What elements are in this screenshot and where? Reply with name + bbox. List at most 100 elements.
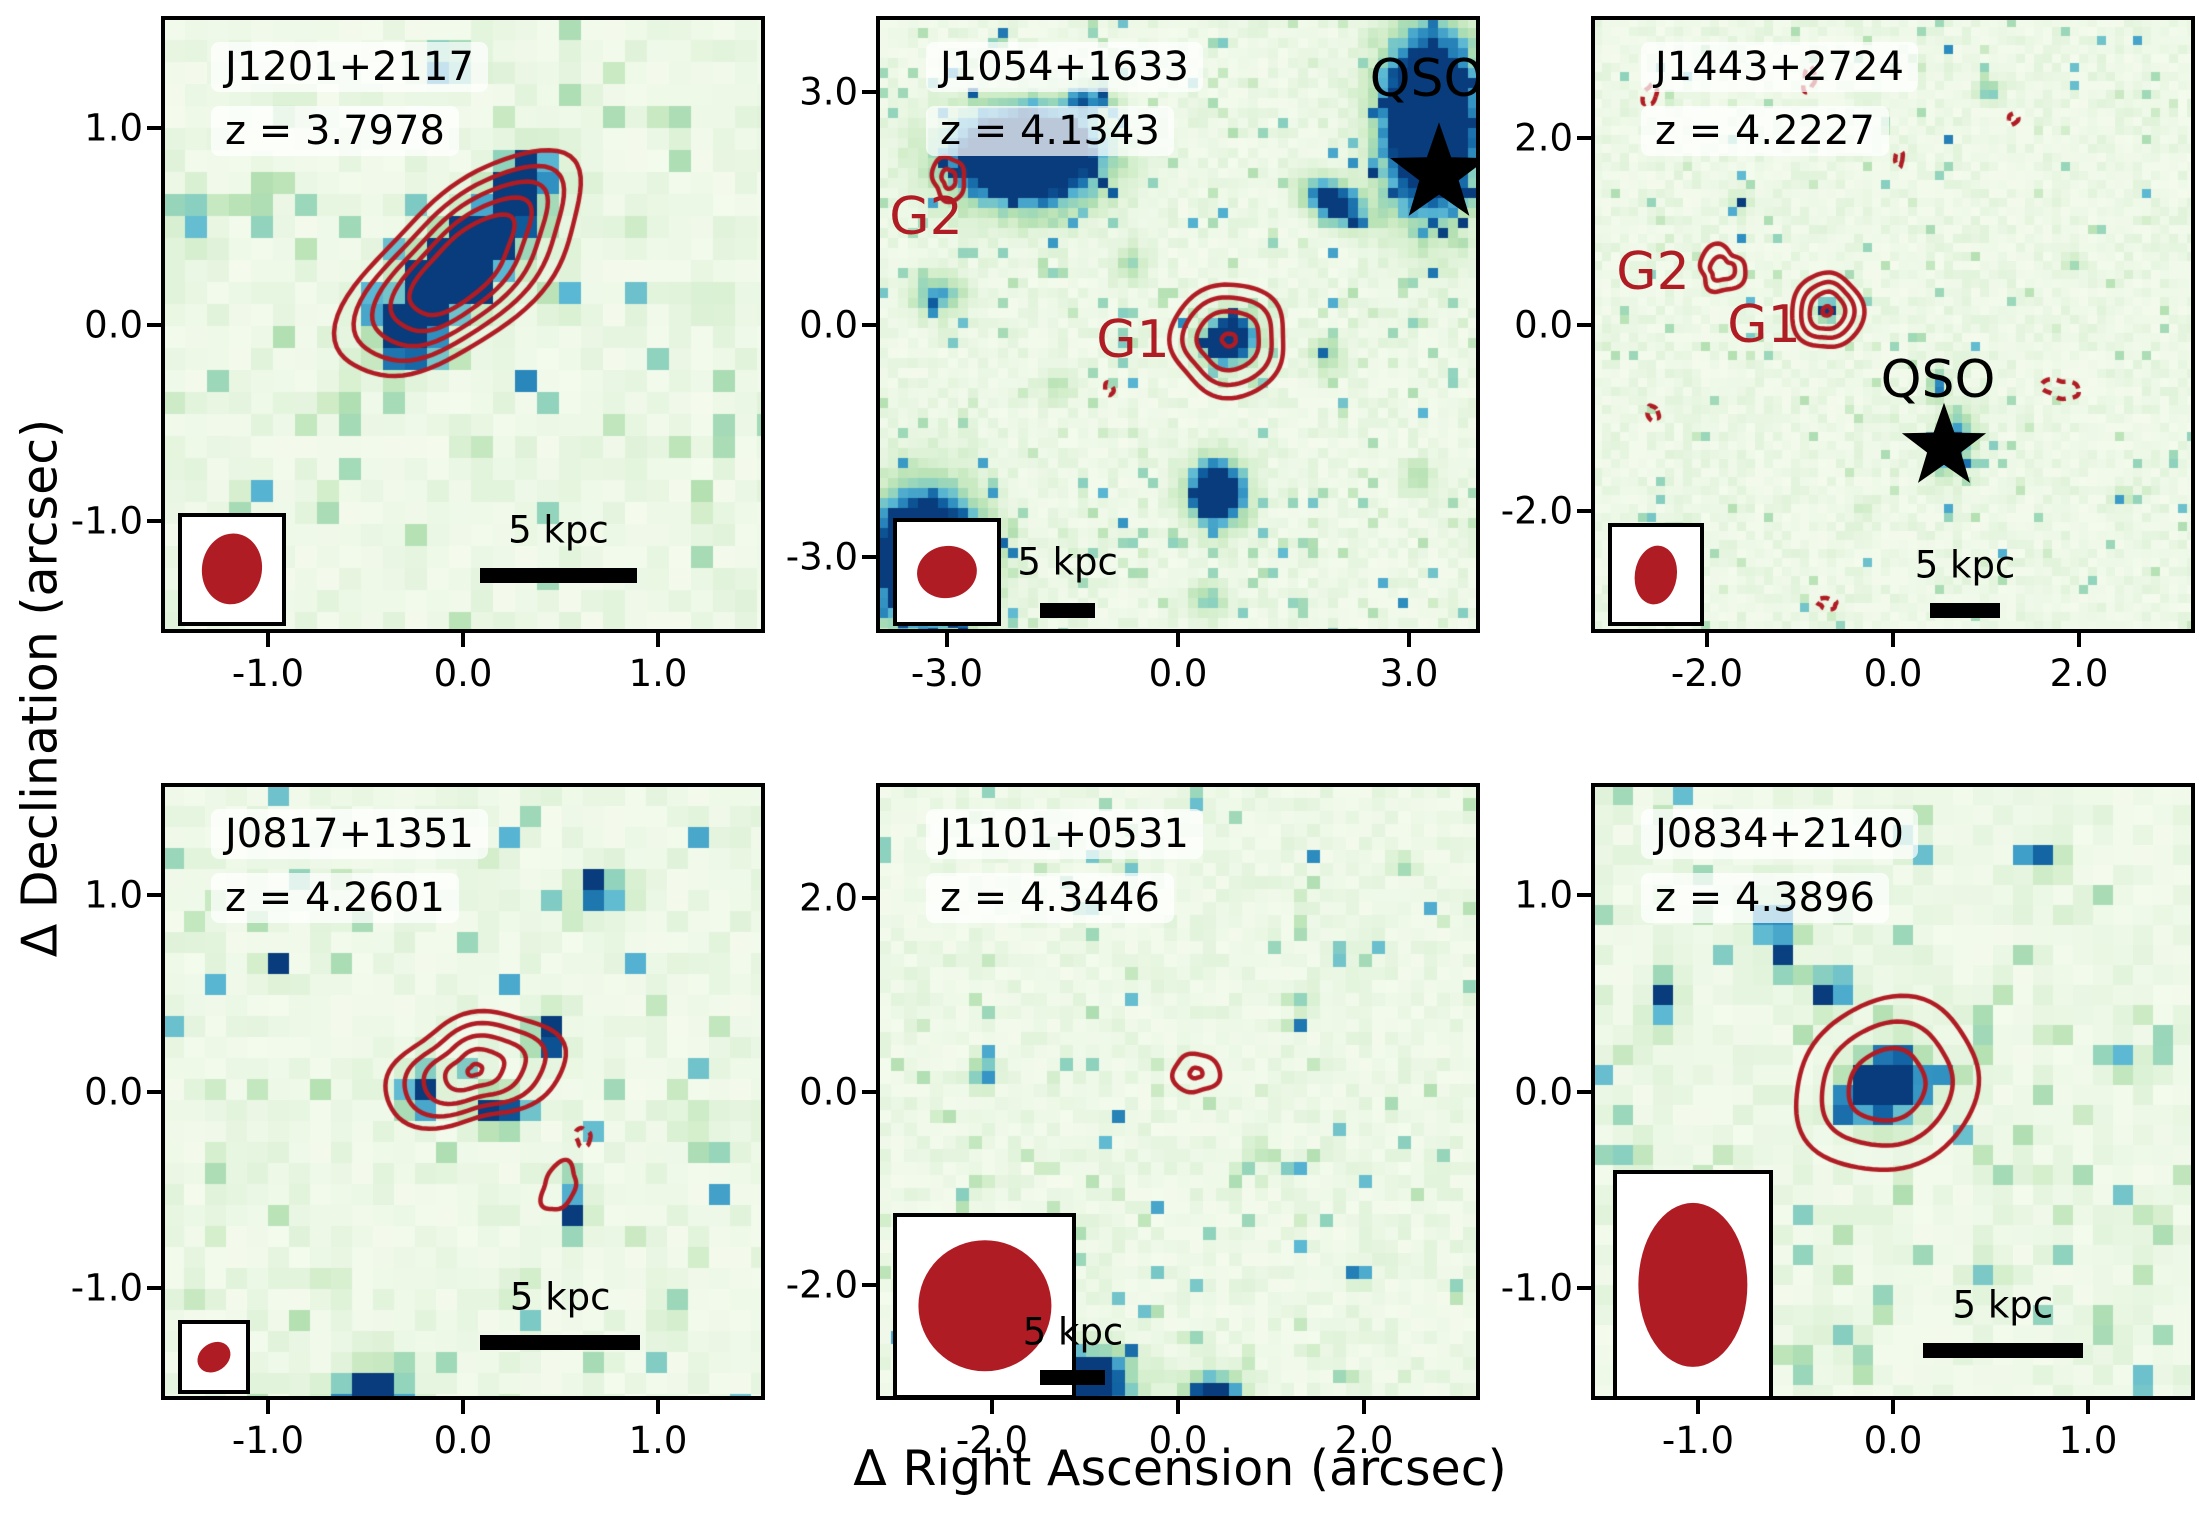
panel-redshift: z = 4.3896 <box>1641 873 1889 923</box>
y-axis-tick <box>1577 509 1591 514</box>
qso-star-marker <box>1383 118 1478 230</box>
scale-bar-label: 5 kpc <box>509 1275 611 1319</box>
y-tick-label: 0.0 <box>799 1070 858 1113</box>
y-axis-tick <box>862 1282 876 1287</box>
annotation-g2: G2 <box>1616 242 1690 303</box>
beam-inset-box <box>1608 523 1705 627</box>
x-axis-tick <box>1705 633 1709 647</box>
scale-bar-label: 5 kpc <box>1952 1283 2054 1327</box>
x-tick-label: 2.0 <box>2049 652 2109 695</box>
beam-ellipse <box>191 1335 237 1379</box>
scale-bar-label: 5 kpc <box>1914 543 2016 587</box>
x-axis-tick <box>461 1400 465 1414</box>
x-axis-tick <box>1891 1400 1895 1414</box>
x-tick-label: -2.0 <box>955 1419 1029 1462</box>
x-axis-tick <box>1362 1400 1366 1414</box>
x-tick-label: -1.0 <box>1661 1419 1735 1462</box>
panel-j1101-0531: J1101+0531 z = 4.3446 5 kpc -2.0 0.0 2.0 2.… <box>786 783 1480 1462</box>
map-area: J0817+1351 z = 4.2601 5 kpc <box>163 785 763 1398</box>
map-area: J1201+2117 z = 3.7978 5 kpc <box>163 18 763 631</box>
x-tick-label: 1.0 <box>628 652 688 695</box>
map-area: J1101+0531 z = 4.3446 5 kpc <box>878 785 1478 1398</box>
panel-title: J0817+1351 <box>211 809 488 859</box>
scale-bar-label: 5 kpc <box>1022 1310 1124 1354</box>
x-tick-label: 0.0 <box>1863 1419 1923 1462</box>
x-tick-label: 1.0 <box>2058 1419 2118 1462</box>
x-tick-label: -1.0 <box>231 1419 305 1462</box>
y-axis-tick <box>1577 322 1591 327</box>
qso-star-marker <box>1896 399 1992 495</box>
beam-inset-box <box>893 1212 1077 1398</box>
y-axis-tick <box>1577 893 1591 898</box>
scale-bar <box>1923 1342 2084 1358</box>
x-tick-label: 0.0 <box>1863 652 1923 695</box>
scale-bar <box>479 1334 640 1350</box>
x-axis-tick <box>2077 633 2081 647</box>
y-tick-label: 0.0 <box>84 1070 143 1113</box>
panel-redshift: z = 4.2601 <box>211 873 459 923</box>
x-tick-label: 0.0 <box>1148 1419 1208 1462</box>
y-tick-label: -1.0 <box>70 1266 143 1310</box>
y-axis-tick <box>862 896 876 901</box>
beam-ellipse <box>912 541 982 603</box>
y-tick-label: 1.0 <box>1514 873 1573 917</box>
x-axis-tick <box>656 633 660 647</box>
x-axis-tick <box>461 633 465 647</box>
beam-ellipse <box>1638 1202 1748 1367</box>
y-axis-tick <box>147 1285 161 1290</box>
y-axis-label: Δ Declination (arcsec) <box>11 418 69 958</box>
y-tick-label: 3.0 <box>799 70 858 114</box>
y-axis-tick <box>147 1089 161 1094</box>
panel-j1201-2117: J1201+2117 z = 3.7978 5 kpc -1.0 0.0 1.0 1.… <box>71 16 765 695</box>
panel-j0817-1351: J0817+1351 z = 4.2601 5 kpc -1.0 0.0 1.0 1.… <box>71 783 765 1462</box>
y-axis-tick <box>862 322 876 327</box>
x-axis-tick <box>945 633 949 647</box>
x-axis-tick <box>1891 633 1895 647</box>
x-tick-label: 1.0 <box>628 1419 688 1462</box>
y-tick-label: 1.0 <box>84 873 143 917</box>
x-axis-label: Δ Right Ascension (arcsec) <box>853 1440 1507 1497</box>
y-axis-tick <box>147 126 161 131</box>
y-tick-label: -1.0 <box>70 499 143 543</box>
panel-redshift: z = 4.1343 <box>926 106 1174 156</box>
y-axis-tick <box>1577 1285 1591 1290</box>
y-axis-tick <box>862 89 876 94</box>
y-tick-label: 0.0 <box>1514 1070 1573 1113</box>
y-tick-label: 0.0 <box>799 303 858 346</box>
panel-j1054-1633: J1054+1633 z = 4.1343 5 kpc G2 G1 QSO -3.0 0… <box>786 16 1480 695</box>
panel-title: J0834+2140 <box>1641 809 1918 859</box>
x-tick-label: 0.0 <box>433 1419 493 1462</box>
x-axis-tick <box>1176 633 1180 647</box>
x-axis-tick <box>1696 1400 1700 1414</box>
y-tick-label: 0.0 <box>1514 303 1573 346</box>
annotation-g2: G2 <box>889 187 963 248</box>
scale-bar-label: 5 kpc <box>1017 540 1118 584</box>
x-axis-tick <box>2086 1400 2090 1414</box>
beam-inset-box <box>1612 1169 1773 1398</box>
annotation-g1: G1 <box>1096 309 1170 370</box>
annotation-qso: QSO <box>1880 349 1996 410</box>
y-tick-label: 0.0 <box>84 303 143 346</box>
y-tick-label: -1.0 <box>1500 1266 1573 1310</box>
x-tick-label: 2.0 <box>1334 1419 1394 1462</box>
beam-ellipse <box>1631 542 1682 607</box>
scale-bar <box>1040 603 1096 619</box>
x-tick-label: 0.0 <box>433 652 493 695</box>
y-tick-label: -2.0 <box>785 1263 858 1307</box>
annotation-g1: G1 <box>1727 294 1801 355</box>
scale-bar-label: 5 kpc <box>508 508 609 552</box>
beam-inset-box <box>178 1320 251 1395</box>
scale-bar <box>479 567 637 583</box>
y-tick-label: -2.0 <box>1500 489 1573 533</box>
x-tick-label: 3.0 <box>1379 652 1439 695</box>
y-tick-label: 2.0 <box>1514 116 1573 160</box>
annotation-qso: QSO <box>1369 49 1478 110</box>
scale-bar <box>1040 1369 1105 1385</box>
panel-redshift: z = 4.2227 <box>1641 106 1889 156</box>
panel-redshift: z = 4.3446 <box>926 873 1174 923</box>
beam-inset-box <box>893 518 1002 627</box>
panel-j0834-2140: J0834+2140 z = 4.3896 5 kpc -1.0 0.0 1.0 1.… <box>1501 783 2195 1462</box>
x-axis-tick <box>1407 633 1411 647</box>
panel-j1443-2724: J1443+2724 z = 4.2227 5 kpc G2 G1 QSO -2.0 0… <box>1501 16 2195 695</box>
